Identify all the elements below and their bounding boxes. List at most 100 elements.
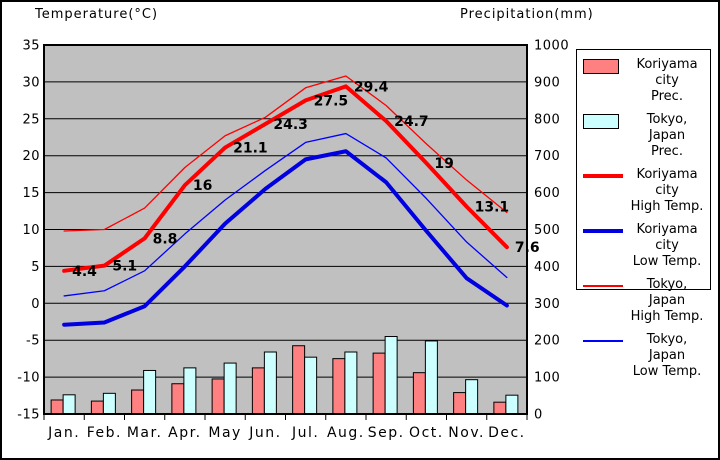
legend-swatch-wrap <box>583 277 627 325</box>
month-label: Jun. <box>248 425 281 441</box>
tokyo-japan-prec-bar <box>183 367 197 415</box>
high-temp-data-label: 24.3 <box>273 117 308 133</box>
tokyo-japan-prec-bar <box>304 356 318 415</box>
koriyama-city-prec-bar <box>251 367 265 415</box>
koriyama-city-high-temp-line <box>62 84 509 273</box>
koriyama-city-prec-bar <box>332 358 346 415</box>
high-temp-data-label: 24.7 <box>394 114 429 130</box>
legend-swatch-wrap <box>583 112 627 160</box>
koriyama-city-low-temp-line <box>62 149 509 327</box>
prec-tick-label: 700 <box>534 149 560 164</box>
temp-tick-label: 10 <box>22 223 40 238</box>
legend-swatch-wrap <box>583 332 627 380</box>
high-temp-data-label: 13.1 <box>475 200 510 216</box>
precipitation-axis-title: Precipitation(mm) <box>460 7 594 22</box>
temp-tick-label: 35 <box>22 39 40 54</box>
prec-tick-label: 400 <box>534 260 560 275</box>
tokyo-japan-prec-bar <box>62 394 76 415</box>
tokyo-japan-low-temp-line <box>63 132 508 297</box>
high-temp-data-label: 7.6 <box>515 240 540 256</box>
temp-tick-label: 30 <box>22 75 40 90</box>
month-label: Feb. <box>87 425 122 441</box>
legend-label: Tokyo, Japan Low Temp. <box>632 332 702 379</box>
legend-item-tokyo-japan-prec: Tokyo, Japan Prec. <box>583 112 710 160</box>
temp-tick-label: 15 <box>22 186 40 201</box>
high-temp-data-label: 16 <box>193 178 212 194</box>
month-label: Apr. <box>168 425 201 441</box>
legend-item-koriyama-city-low-temp: Koriyama city Low Temp. <box>583 222 710 270</box>
high-temp-data-label: 4.4 <box>72 264 97 280</box>
prec-tick-label: 900 <box>534 75 560 90</box>
koriyama-city-prec-bar <box>90 400 104 415</box>
legend-label: Koriyama city High Temp. <box>630 167 704 214</box>
temp-tick-label: 5 <box>31 260 40 275</box>
legend-label: Koriyama city Low Temp. <box>632 222 702 269</box>
month-label: Sep. <box>368 425 405 441</box>
temp-tick-label: -5 <box>26 334 40 349</box>
prec-tick-label: 500 <box>534 223 560 238</box>
prec-tick-label: 0 <box>534 408 543 423</box>
tokyo-japan-prec-bar <box>505 394 519 415</box>
temp-tick-label: -10 <box>17 371 40 386</box>
koriyama-city-prec-bar <box>372 352 386 415</box>
tokyo-japan-prec-bar <box>143 369 157 415</box>
koriyama-city-prec-swatch <box>583 59 619 74</box>
legend-item-tokyo-japan-low-temp: Tokyo, Japan Low Temp. <box>583 332 710 380</box>
prec-tick-label: 600 <box>534 186 560 201</box>
high-temp-data-label: 19 <box>434 156 453 172</box>
high-temp-data-label: 27.5 <box>314 93 349 109</box>
prec-tick-label: 200 <box>534 334 560 349</box>
legend-item-koriyama-city-high-temp: Koriyama city High Temp. <box>583 167 710 215</box>
plot-border <box>43 44 528 415</box>
temp-tick-label: 20 <box>22 149 40 164</box>
month-label: Oct. <box>409 425 444 441</box>
legend-label: Koriyama city Prec. <box>636 57 698 104</box>
tokyo-japan-prec-bar <box>263 351 277 415</box>
temperature-axis-title: Temperature(°C) <box>35 7 159 22</box>
koriyama-city-prec-bar <box>292 345 306 415</box>
prec-tick-label: 300 <box>534 297 560 312</box>
temp-tick-label: 0 <box>31 297 40 312</box>
legend-swatch-wrap <box>583 57 627 105</box>
koriyama-city-low-temp-swatch <box>583 229 623 233</box>
month-label: Nov. <box>448 425 485 441</box>
legend-label: Tokyo, Japan Prec. <box>646 112 688 159</box>
legend-item-koriyama-city-prec: Koriyama city Prec. <box>583 57 710 105</box>
high-temp-data-label: 8.8 <box>153 231 178 247</box>
tokyo-japan-prec-bar <box>384 336 398 415</box>
month-label: Jan. <box>47 425 80 441</box>
legend-swatch-wrap <box>583 167 627 215</box>
koriyama-city-high-temp-swatch <box>583 174 623 178</box>
koriyama-city-prec-bar <box>211 378 225 415</box>
high-temp-data-label: 5.1 <box>112 259 137 275</box>
tokyo-japan-prec-bar <box>424 340 438 415</box>
month-label: Aug. <box>327 425 365 441</box>
koriyama-city-prec-bar <box>493 401 507 415</box>
chart-legend: Koriyama city Prec. Tokyo, Japan Prec. Koriy… <box>576 49 711 379</box>
tokyo-japan-low-temp-swatch <box>583 340 623 342</box>
high-temp-data-label: 29.4 <box>354 79 389 95</box>
month-label: Mar. <box>127 425 163 441</box>
koriyama-city-prec-bar <box>171 383 185 415</box>
legend-label: Tokyo, Japan High Temp. <box>630 277 704 324</box>
legend-swatch-wrap <box>583 222 627 270</box>
tokyo-japan-prec-bar <box>344 351 358 415</box>
month-label: May <box>208 425 241 441</box>
tokyo-japan-prec-swatch <box>583 114 619 129</box>
koriyama-city-prec-bar <box>453 392 467 415</box>
tokyo-japan-prec-bar <box>223 362 237 415</box>
tokyo-japan-high-temp-swatch <box>583 285 623 287</box>
month-label: Jul. <box>291 425 319 441</box>
legend-item-tokyo-japan-high-temp: Tokyo, Japan High Temp. <box>583 277 710 325</box>
temp-tick-label: 25 <box>22 112 40 127</box>
tokyo-japan-prec-bar <box>102 392 116 415</box>
koriyama-city-prec-bar <box>412 372 426 415</box>
koriyama-city-prec-bar <box>131 389 145 415</box>
high-temp-data-label: 21.1 <box>233 141 268 157</box>
prec-tick-label: 1000 <box>534 39 569 54</box>
prec-tick-label: 800 <box>534 112 560 127</box>
temp-tick-label: -15 <box>17 408 40 423</box>
tokyo-japan-prec-bar <box>465 379 479 415</box>
